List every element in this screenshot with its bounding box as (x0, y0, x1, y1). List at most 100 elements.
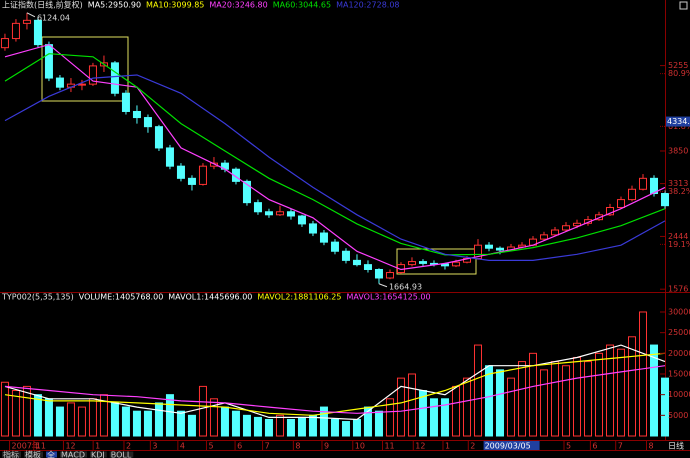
candle-body (110, 62, 119, 94)
legend-entry: MAVOL2:1881106.25 (257, 293, 341, 302)
y-tick-label: 3313 (668, 179, 688, 188)
volume-bar (451, 385, 460, 437)
toolbar-button[interactable] (109, 451, 134, 458)
max-label: 6124.04 (37, 13, 70, 22)
candle-body (661, 193, 669, 207)
toolbar-button[interactable] (60, 451, 87, 458)
price-marker-box (666, 116, 690, 127)
candle-body (539, 234, 548, 240)
volume-bar (154, 402, 163, 437)
toolbar-label[interactable]: MACD (61, 451, 85, 458)
x-tick-label: 8 (295, 442, 300, 451)
toolbar-button[interactable] (89, 451, 107, 458)
candle-body (495, 247, 504, 251)
candle-body (638, 177, 647, 190)
x-tick-label: 6 (237, 442, 242, 451)
candle-body (0, 38, 9, 49)
x-tick-label: 9 (324, 442, 329, 451)
volume-bar (55, 406, 64, 437)
volume-bar (374, 410, 383, 437)
candle-body (385, 272, 394, 279)
volume-bar (638, 311, 647, 437)
volume-bar (198, 385, 207, 437)
toolbar-label[interactable]: BOLL (111, 451, 132, 458)
volume-bar (550, 361, 559, 437)
candle-body (33, 19, 42, 46)
volume-bar (187, 414, 196, 437)
volume-bar (661, 377, 669, 437)
min-pointer (378, 283, 388, 288)
volume-bar (165, 394, 174, 437)
toolbar-button[interactable] (24, 451, 43, 458)
candle-body (121, 92, 130, 112)
volume-bar (583, 361, 592, 437)
candle-body (451, 261, 460, 267)
x-tick-label: 2 (470, 442, 475, 451)
volume-bar (506, 377, 515, 437)
candle-body (198, 165, 207, 185)
x-tick-label: 11 (36, 442, 46, 451)
candle-body (176, 165, 185, 179)
volume-bar (594, 352, 603, 437)
x-tick-label: 8 (648, 442, 653, 451)
x-tick-label: 2 (126, 442, 131, 451)
ratio-tick-label: 38.2% (668, 187, 690, 196)
legend-entry: MA10:3099.85 (146, 1, 204, 10)
volume-bar (341, 421, 350, 437)
candle-body (187, 177, 196, 185)
volume-bar (561, 365, 570, 437)
ratio-tick-label: 80.9% (668, 69, 690, 78)
toolbar-button[interactable] (46, 451, 57, 458)
candle-body (308, 223, 317, 234)
candle-body (44, 44, 53, 79)
volume-bar (429, 398, 438, 437)
highlight-box (396, 248, 477, 275)
volume-bar (330, 418, 339, 437)
ma-line (4, 344, 666, 421)
volume-bar (132, 410, 141, 437)
candle-body (154, 126, 163, 149)
window-icon[interactable] (679, 1, 688, 10)
min-label: 1664.93 (389, 282, 422, 291)
x-tick-label: 1 (95, 442, 100, 451)
volume-bar (396, 377, 405, 437)
volume-bar (473, 344, 482, 437)
volume-bar (11, 390, 20, 437)
candle-body (407, 261, 416, 266)
candle-body (11, 22, 20, 40)
y-tick-label: 2444 (668, 232, 688, 241)
volume-bar (231, 410, 240, 437)
x-tick-label: 12 (65, 442, 75, 451)
ma-line (4, 74, 666, 261)
toolbar-label[interactable]: KDJ (91, 451, 105, 458)
toolbar-label[interactable]: 模板 (25, 450, 41, 458)
cursor-date-box (483, 441, 540, 450)
toolbar-label[interactable]: 指标 (3, 450, 19, 458)
candle-body (341, 250, 350, 261)
volume-bar (440, 398, 449, 437)
candle-body (363, 264, 372, 270)
volume-bar (517, 361, 526, 437)
legend-entry: MA60:3044.65 (273, 1, 331, 10)
ma-line (4, 53, 666, 256)
volume-bar (220, 406, 229, 437)
volume-bar (77, 406, 86, 437)
candle-body (22, 19, 31, 24)
toolbar-label[interactable]: 全 (47, 450, 55, 458)
y-tick-label: 30000 (668, 307, 690, 316)
toolbar-button[interactable] (2, 451, 21, 458)
volume-bar (143, 410, 152, 437)
period-label: 日线 (668, 441, 684, 451)
volume-bar (385, 398, 394, 437)
candle-body (242, 180, 251, 204)
candle-body (561, 225, 570, 231)
candle-body (143, 117, 152, 128)
volume-bar (44, 398, 53, 437)
volume-bar (264, 418, 273, 437)
candle-body (264, 211, 273, 216)
candle-body (572, 222, 581, 227)
ratio-tick-label: 19.1% (668, 240, 690, 249)
y-tick-label: 1576 (668, 285, 688, 294)
price-marker-label: 4334.2 (667, 117, 690, 126)
